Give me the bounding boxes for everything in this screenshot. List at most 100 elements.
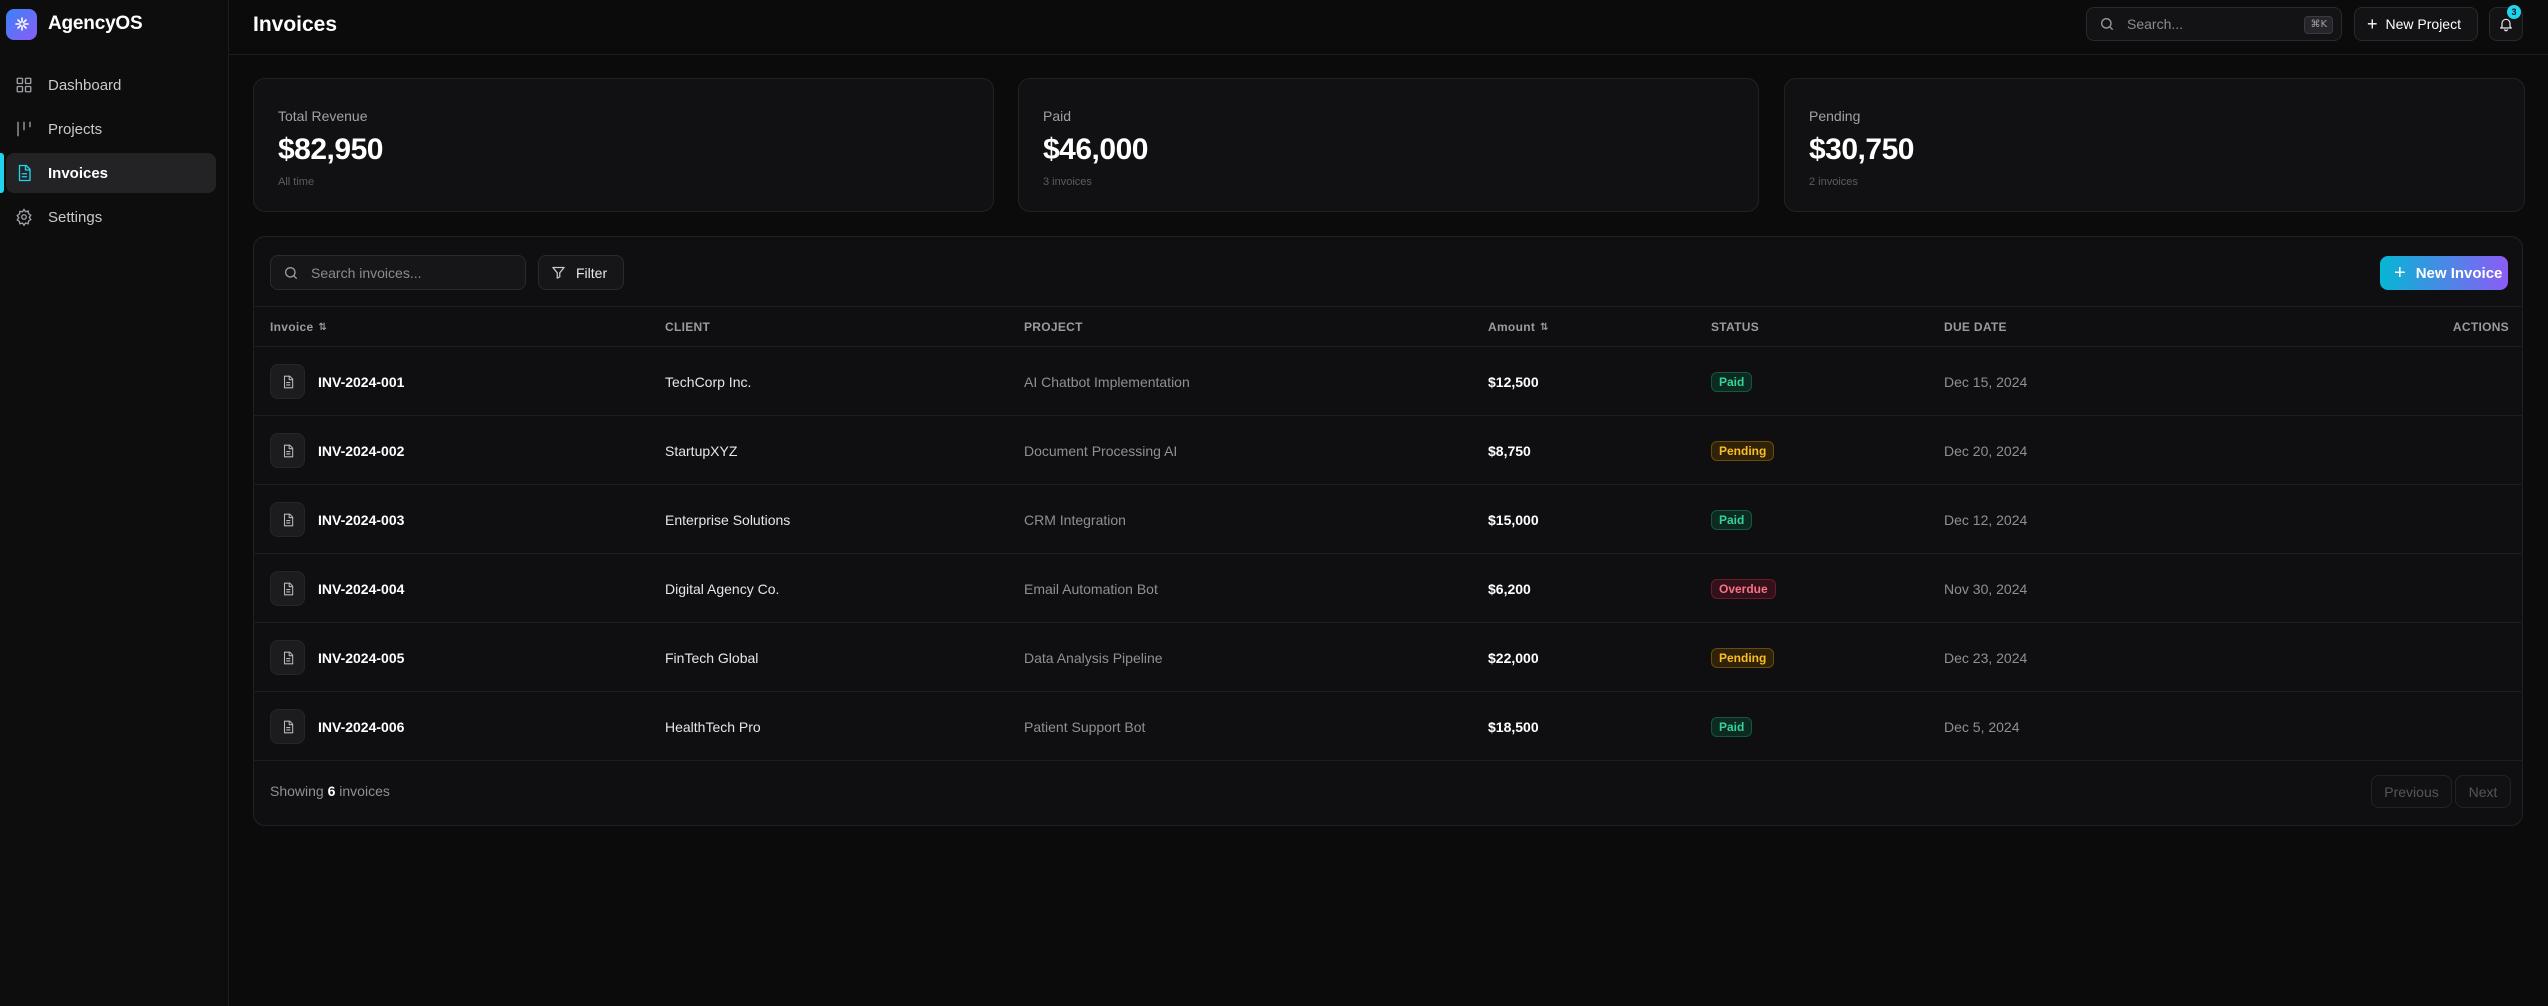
global-search-input[interactable] xyxy=(2127,16,2287,32)
column-header-due-date: DUE DATE xyxy=(1944,320,2007,334)
client-cell: Enterprise Solutions xyxy=(665,511,791,528)
stat-card-total-revenue: Total Revenue $82,950 All time xyxy=(253,78,994,212)
column-header-actions: ACTIONS xyxy=(2453,320,2509,334)
table-toolbar: Filter + New Invoice xyxy=(254,237,2522,307)
column-header-invoice[interactable]: Invoice ⇅ xyxy=(270,320,327,334)
sidebar-item-label: Settings xyxy=(48,208,103,226)
sidebar-item-label: Invoices xyxy=(48,164,109,182)
column-header-label: Amount xyxy=(1488,320,1536,334)
table-row[interactable]: INV-2024-003 Enterprise Solutions CRM Inte… xyxy=(254,485,2522,554)
new-invoice-button[interactable]: + New Invoice xyxy=(2380,256,2508,290)
client-cell: StartupXYZ xyxy=(665,442,738,459)
document-icon xyxy=(270,364,305,399)
filter-button[interactable]: Filter xyxy=(538,255,624,290)
stat-card-pending: Pending $30,750 2 invoices xyxy=(1784,78,2525,212)
amount-cell: $6,200 xyxy=(1488,580,1531,597)
invoice-cell: INV-2024-006 xyxy=(270,692,404,761)
project-cell: Email Automation Bot xyxy=(1024,580,1158,597)
invoice-search-input[interactable] xyxy=(311,264,511,281)
invoice-cell: INV-2024-003 xyxy=(270,485,404,554)
invoice-id[interactable]: INV-2024-003 xyxy=(318,511,405,528)
invoice-search[interactable] xyxy=(270,255,526,290)
sidebar-item-settings[interactable]: Settings xyxy=(6,197,216,237)
dashboard-icon xyxy=(15,76,33,94)
due-date-cell: Dec 20, 2024 xyxy=(1944,442,2028,459)
sidebar-item-invoices[interactable]: Invoices xyxy=(0,153,216,193)
column-header-project: PROJECT xyxy=(1024,320,1083,334)
document-icon xyxy=(270,709,305,744)
invoice-cell: INV-2024-005 xyxy=(270,623,404,692)
invoice-id[interactable]: INV-2024-005 xyxy=(318,649,405,666)
sort-icon: ⇅ xyxy=(318,321,328,333)
status-badge: Overdue xyxy=(1711,578,1776,599)
notifications-button[interactable]: 3 xyxy=(2489,5,2523,41)
notification-count-badge: 3 xyxy=(2507,5,2521,19)
amount-cell: $15,000 xyxy=(1488,511,1539,528)
amount-cell: $12,500 xyxy=(1488,373,1539,390)
table-row[interactable]: INV-2024-005 FinTech Global Data Analysis … xyxy=(254,623,2522,692)
bell-icon xyxy=(2498,16,2514,32)
stat-label: Total Revenue xyxy=(278,108,368,124)
column-header-label: CLIENT xyxy=(665,320,711,334)
document-icon xyxy=(270,571,305,606)
next-page-button[interactable]: Next xyxy=(2455,775,2511,808)
invoice-id[interactable]: INV-2024-001 xyxy=(318,373,405,390)
table-footer: Showing 6 invoices Previous Next xyxy=(254,761,2522,825)
client-cell: Digital Agency Co. xyxy=(665,580,780,597)
search-icon xyxy=(2099,16,2115,32)
client-cell: TechCorp Inc. xyxy=(665,373,752,390)
table-row[interactable]: INV-2024-001 TechCorp Inc. AI Chatbot Impl… xyxy=(254,347,2522,416)
previous-page-button[interactable]: Previous xyxy=(2371,775,2452,808)
due-date-cell: Dec 12, 2024 xyxy=(1944,511,2028,528)
document-icon xyxy=(270,640,305,675)
showing-prefix: Showing xyxy=(270,783,324,799)
invoice-id[interactable]: INV-2024-006 xyxy=(318,718,405,735)
amount-cell: $8,750 xyxy=(1488,442,1531,459)
status-badge: Pending xyxy=(1711,647,1775,668)
stat-subtext: All time xyxy=(278,176,315,188)
sidebar-item-dashboard[interactable]: Dashboard xyxy=(6,65,216,105)
column-header-amount[interactable]: Amount ⇅ xyxy=(1488,320,1549,334)
sidebar-item-label: Dashboard xyxy=(48,76,122,94)
plus-icon: + xyxy=(2394,262,2406,284)
invoice-id[interactable]: INV-2024-004 xyxy=(318,580,405,597)
gear-icon xyxy=(15,208,33,226)
sidebar: AgencyOS Dashboard Projects xyxy=(0,0,229,1006)
table-row[interactable]: INV-2024-002 StartupXYZ Document Processin… xyxy=(254,416,2522,485)
invoice-id[interactable]: INV-2024-002 xyxy=(318,442,405,459)
column-header-label: ACTIONS xyxy=(2452,320,2509,334)
top-bar: Invoices ⌘K + New Project 3 xyxy=(229,0,2548,55)
projects-icon xyxy=(15,120,33,138)
new-project-button[interactable]: + New Project xyxy=(2354,7,2478,41)
status-cell: Paid xyxy=(1711,692,1753,761)
sort-icon: ⇅ xyxy=(1540,321,1549,333)
project-cell: Data Analysis Pipeline xyxy=(1024,649,1163,666)
document-icon xyxy=(270,502,305,537)
showing-suffix: invoices xyxy=(339,783,390,799)
stat-label: Pending xyxy=(1809,108,1861,124)
column-header-client: CLIENT xyxy=(665,320,710,334)
status-cell: Paid xyxy=(1711,485,1753,554)
status-cell: Pending xyxy=(1711,416,1775,485)
page-title: Invoices xyxy=(253,13,338,36)
amount-cell: $18,500 xyxy=(1488,718,1539,735)
client-cell: HealthTech Pro xyxy=(665,718,761,735)
column-header-label: STATUS xyxy=(1711,320,1760,334)
project-cell: CRM Integration xyxy=(1024,511,1126,528)
table-row[interactable]: INV-2024-004 Digital Agency Co. Email Auto… xyxy=(254,554,2522,623)
table-row[interactable]: INV-2024-006 HealthTech Pro Patient Suppor… xyxy=(254,692,2522,761)
status-cell: Paid xyxy=(1711,347,1753,416)
document-icon xyxy=(270,433,305,468)
status-badge: Paid xyxy=(1711,509,1753,530)
invoices-panel: Filter + New Invoice Invoice ⇅ CLIENT PR… xyxy=(253,236,2523,826)
global-search[interactable]: ⌘K xyxy=(2086,7,2342,41)
sidebar-item-projects[interactable]: Projects xyxy=(6,109,216,149)
stat-card-paid: Paid $46,000 3 invoices xyxy=(1018,78,1759,212)
brand[interactable]: AgencyOS xyxy=(6,8,143,40)
client-cell: FinTech Global xyxy=(665,649,759,666)
brand-name: AgencyOS xyxy=(48,13,143,34)
invoice-cell: INV-2024-001 xyxy=(270,347,404,416)
column-header-status: STATUS xyxy=(1711,320,1759,334)
search-shortcut-hint: ⌘K xyxy=(2304,16,2333,34)
project-cell: AI Chatbot Implementation xyxy=(1024,373,1190,390)
